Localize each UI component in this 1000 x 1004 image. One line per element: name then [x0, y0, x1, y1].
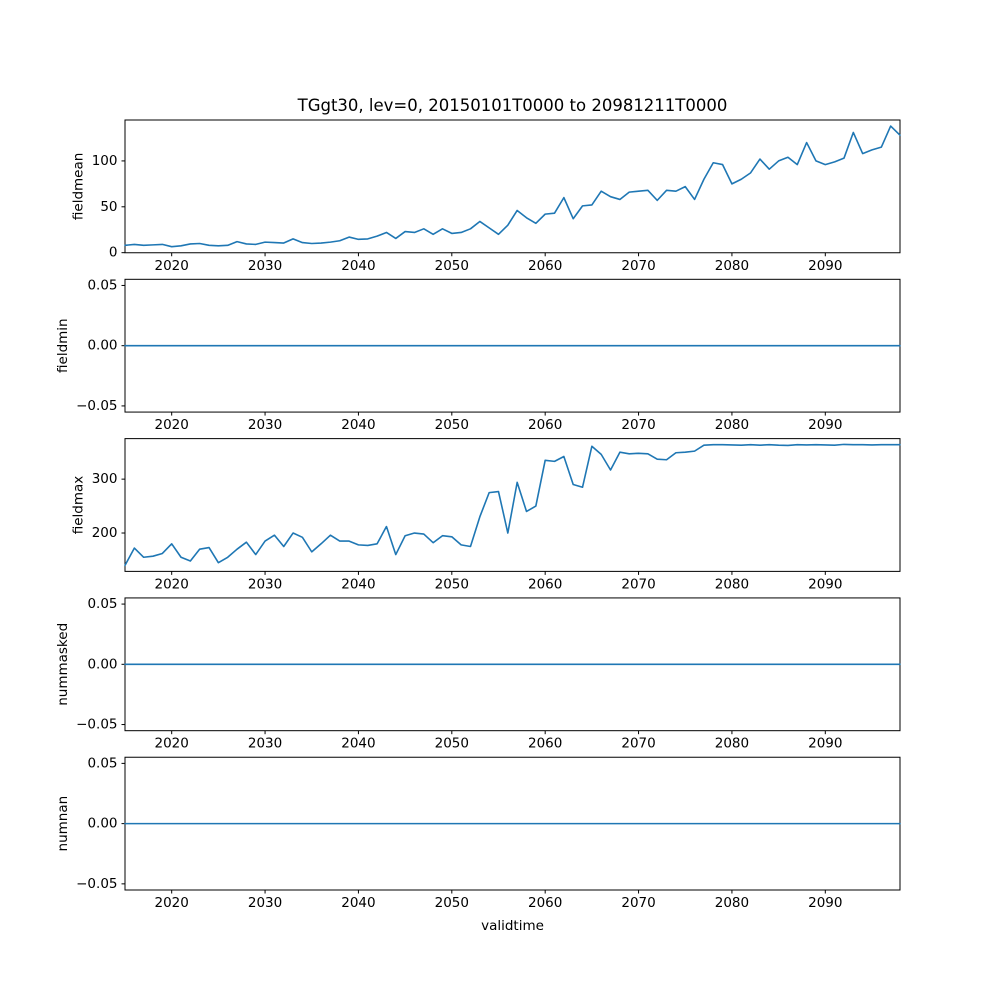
fieldmin-ytick-label: −0.05	[76, 398, 117, 414]
subplots-group: 0 50 100 2020 2030 2040 2050 2060 2070 2080 2090 fi…	[55, 119, 901, 911]
fieldmean-ytick-label: 50	[100, 199, 117, 215]
fieldmin-xtick-label: 2060	[528, 417, 562, 433]
fieldmin-xtick-label: 2050	[435, 417, 469, 433]
nummasked-ytick-label: 0.05	[87, 596, 117, 612]
fieldmean-ylabel: fieldmean	[71, 153, 87, 220]
fieldmean-xtick-label: 2030	[248, 258, 282, 274]
fieldmax-xtick-label: 2040	[341, 576, 375, 592]
fieldmean-xtick-label: 2040	[341, 258, 375, 274]
numnan-xtick-label: 2080	[715, 895, 749, 911]
numnan-xtick-label: 2030	[248, 895, 282, 911]
x-axis-label: validtime	[481, 918, 544, 934]
fieldmean-xtick-label: 2080	[715, 258, 749, 274]
nummasked-xtick-label: 2090	[808, 736, 842, 752]
fieldmin-xtick-label: 2030	[248, 417, 282, 433]
fieldmax-xtick-label: 2090	[808, 576, 842, 592]
fieldmin-ytick-label: 0.00	[87, 338, 117, 354]
fieldmax-xtick-label: 2020	[155, 576, 189, 592]
fieldmax-xtick-label: 2060	[528, 576, 562, 592]
nummasked-xtick-label: 2040	[341, 736, 375, 752]
numnan-xtick-label: 2070	[621, 895, 655, 911]
fieldmax-ytick-label: 300	[92, 471, 118, 487]
fieldmin-xtick-label: 2090	[808, 417, 842, 433]
fieldmean-xtick-label: 2060	[528, 258, 562, 274]
nummasked-xtick-label: 2030	[248, 736, 282, 752]
numnan-xtick-label: 2040	[341, 895, 375, 911]
fieldmean-xtick-label: 2070	[621, 258, 655, 274]
numnan-xtick-label: 2050	[435, 895, 469, 911]
fieldmin-xtick-label: 2080	[715, 417, 749, 433]
nummasked-ytick-label: −0.05	[76, 717, 117, 733]
fieldmax-ylabel: fieldmax	[71, 476, 87, 535]
subplot-fieldmean: 0 50 100 2020 2030 2040 2050 2060 2070 2080 2090 fi…	[71, 119, 901, 274]
fieldmin-xtick-label: 2020	[155, 417, 189, 433]
fieldmean-axes-frame	[124, 119, 901, 254]
fieldmax-xtick-label: 2030	[248, 576, 282, 592]
nummasked-xtick-label: 2050	[435, 736, 469, 752]
nummasked-xtick-label: 2070	[621, 736, 655, 752]
numnan-ytick-label: 0.00	[87, 816, 117, 832]
fieldmean-xtick-label: 2020	[155, 258, 189, 274]
numnan-xtick-label: 2060	[528, 895, 562, 911]
nummasked-xtick-label: 2080	[715, 736, 749, 752]
nummasked-ylabel: nummasked	[55, 623, 71, 706]
subplot-numnan: −0.05 0.00 0.05 2020 2030 2040 2050 2060 2070 208…	[55, 755, 901, 911]
fieldmax-xtick-label: 2050	[435, 576, 469, 592]
numnan-ylabel: numnan	[55, 796, 71, 852]
nummasked-ytick-label: 0.00	[87, 656, 117, 672]
subplot-nummasked: −0.05 0.00 0.05 2020 2030 2040 2050 2060 2070 208…	[55, 596, 901, 752]
numnan-xtick-label: 2090	[808, 895, 842, 911]
fieldmax-axes-frame	[124, 438, 901, 572]
numnan-xtick-label: 2020	[155, 895, 189, 911]
fieldmin-xtick-label: 2070	[621, 417, 655, 433]
figure-title: TGgt30, lev=0, 20150101T0000 to 20981211…	[297, 96, 728, 115]
fieldmin-ylabel: fieldmin	[55, 318, 71, 373]
fieldmean-series-line	[124, 125, 901, 248]
fieldmax-ytick-label: 200	[92, 525, 118, 541]
fieldmean-ytick-label: 0	[109, 245, 118, 261]
fieldmean-xtick-label: 2050	[435, 258, 469, 274]
nummasked-xtick-label: 2020	[155, 736, 189, 752]
fieldmin-ytick-label: 0.05	[87, 277, 117, 293]
fieldmax-xtick-label: 2080	[715, 576, 749, 592]
numnan-ytick-label: −0.05	[76, 876, 117, 892]
fieldmean-ytick-label: 100	[92, 153, 118, 169]
subplot-fieldmin: −0.05 0.00 0.05 2020 2030 2040 2050 2060 2070 208…	[55, 277, 901, 433]
fieldmean-xtick-label: 2090	[808, 258, 842, 274]
fieldmax-xtick-label: 2070	[621, 576, 655, 592]
numnan-ytick-label: 0.05	[87, 755, 117, 771]
fieldmin-xtick-label: 2040	[341, 417, 375, 433]
fieldmax-series-line	[124, 443, 901, 567]
subplot-fieldmax: 200 300 2020 2030 2040 2050 2060 2070 2080 2090 fi…	[71, 438, 901, 592]
nummasked-xtick-label: 2060	[528, 736, 562, 752]
